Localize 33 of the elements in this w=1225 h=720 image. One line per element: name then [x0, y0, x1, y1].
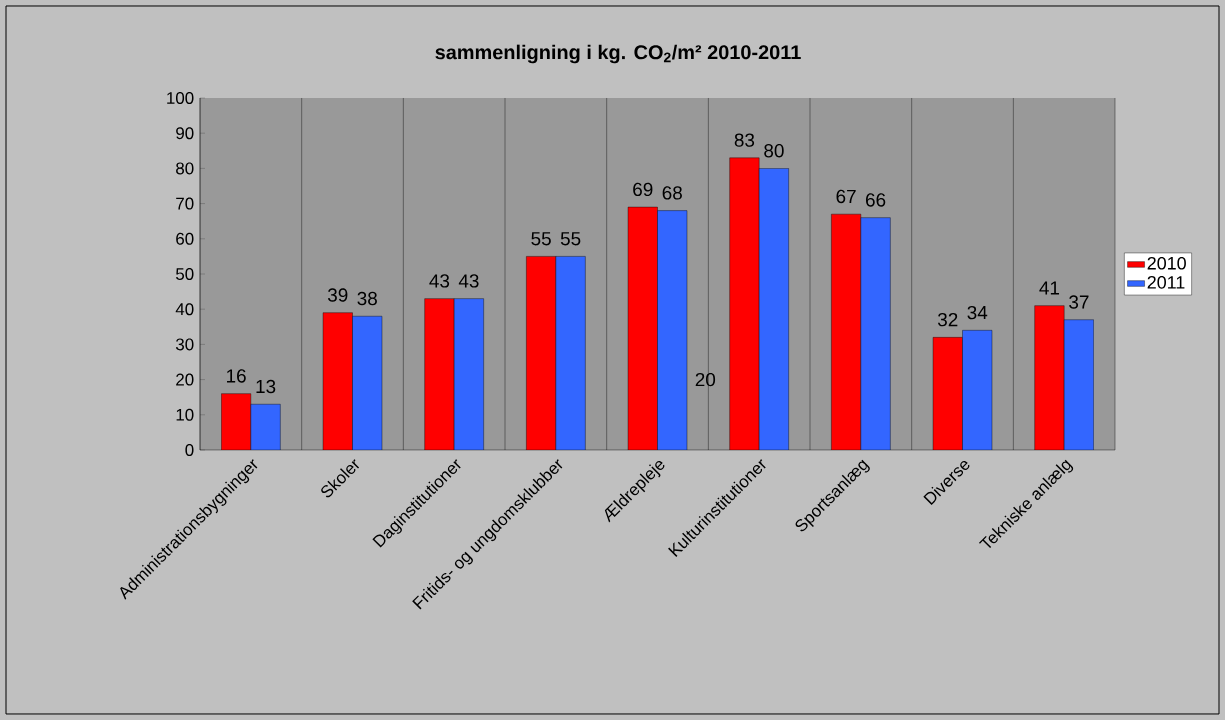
data-label: 13 — [256, 379, 276, 394]
data-label: 68 — [662, 186, 682, 200]
data-label: 69 — [633, 182, 653, 197]
data-label: 43 — [458, 274, 479, 288]
data-label: 55 — [560, 232, 581, 246]
data-label: 67 — [836, 189, 856, 204]
y-tick-label: 70 — [176, 197, 194, 210]
y-tick-label: 30 — [175, 338, 194, 351]
data-label: 16 — [227, 369, 246, 383]
data-label: 66 — [866, 193, 886, 207]
y-tick-label: 50 — [176, 267, 194, 280]
y-tick-label: 80 — [176, 162, 194, 175]
y-tick-label: 40 — [175, 303, 194, 316]
data-label: 38 — [357, 291, 377, 306]
chart-title: sammenligning i kg. CO$_{2}$/m² 2010-2011 — [435, 44, 801, 64]
annotation: 20 — [695, 372, 716, 387]
legend-label: 2011 — [1147, 275, 1185, 289]
data-label: 37 — [1069, 295, 1089, 309]
data-label: 34 — [967, 305, 988, 320]
y-tick-label: 60 — [176, 232, 194, 245]
y-tick-label: 20 — [176, 373, 194, 386]
data-label: 32 — [937, 312, 958, 327]
data-label: 43 — [429, 274, 450, 288]
data-label: 39 — [327, 288, 348, 302]
y-tick-label: 0 — [185, 443, 194, 456]
data-label: 41 — [1039, 281, 1060, 295]
data-label: 83 — [734, 133, 755, 147]
data-label: 80 — [764, 143, 784, 158]
legend-label: 2010 — [1147, 256, 1186, 270]
y-tick-label: 100 — [167, 91, 194, 104]
data-label: 55 — [531, 232, 551, 246]
y-tick-label: 90 — [176, 127, 194, 140]
y-tick-label: 10 — [176, 408, 194, 421]
